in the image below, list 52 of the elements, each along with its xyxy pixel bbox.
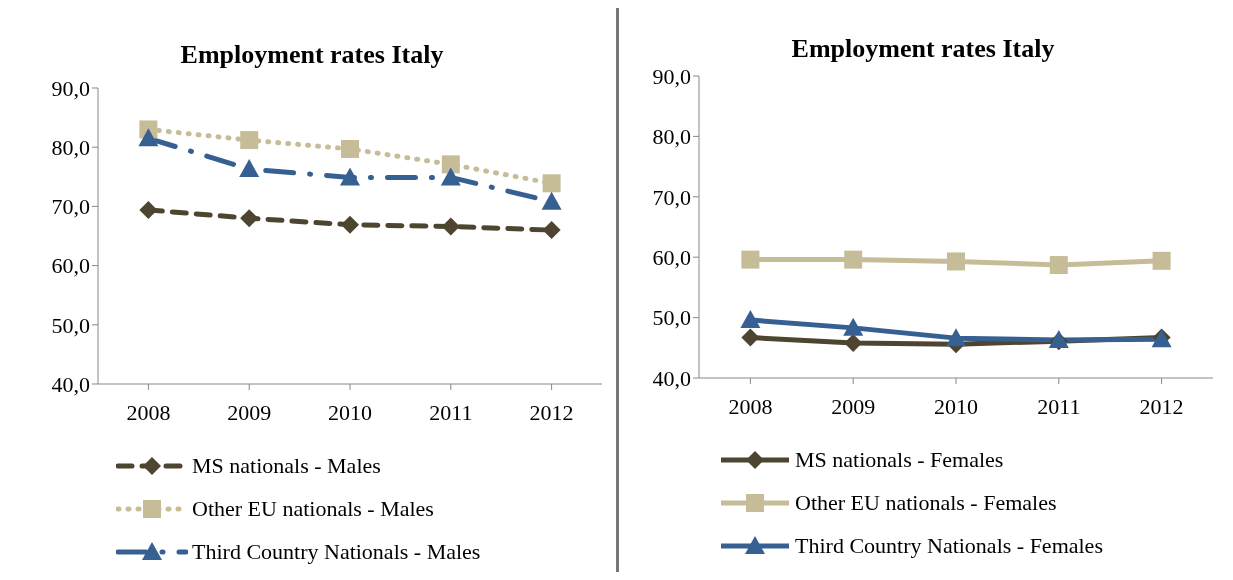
x-tick-label: 2010	[934, 393, 978, 419]
point	[947, 252, 965, 271]
y-tick-label: 70,0	[51, 194, 90, 220]
x-tick-label: 2008	[728, 393, 773, 419]
legend-label: MS nationals - Females	[795, 446, 1004, 473]
point	[542, 174, 561, 193]
y-tick-label: 90,0	[51, 75, 90, 101]
point	[340, 167, 360, 186]
chart-title: Employment rates Italy	[791, 34, 1055, 63]
x-tick-label: 2012	[1139, 393, 1184, 419]
y-tick-label: 90,0	[652, 63, 691, 89]
point	[441, 155, 460, 174]
y-tick-label: 60,0	[51, 253, 90, 279]
point	[138, 128, 159, 147]
point	[542, 221, 561, 240]
y-tick-label: 70,0	[652, 184, 691, 210]
point	[541, 191, 562, 210]
point	[740, 310, 761, 329]
x-tick-label: 2009	[831, 393, 876, 419]
y-tick-label: 80,0	[652, 124, 691, 150]
point	[844, 250, 863, 269]
x-tick-label: 2012	[529, 399, 574, 425]
legend-label: Third Country Nationals - Females	[795, 532, 1103, 559]
point	[341, 215, 359, 234]
chart-title: Employment rates Italy	[179, 39, 445, 71]
x-tick-label: 2009	[227, 399, 272, 425]
point	[741, 250, 760, 269]
x-tick-label: 2011	[429, 399, 473, 425]
point	[240, 209, 259, 228]
point	[946, 328, 966, 347]
point	[240, 131, 259, 150]
y-tick-label: 80,0	[51, 135, 90, 161]
point	[1049, 256, 1068, 275]
point	[843, 317, 864, 336]
point	[1152, 251, 1171, 270]
point	[341, 139, 359, 158]
y-tick-label: 60,0	[652, 245, 691, 271]
x-tick-label: 2011	[1037, 393, 1081, 419]
point	[139, 200, 158, 219]
y-tick-label: 50,0	[51, 312, 90, 338]
y-tick-label: 40,0	[652, 365, 691, 391]
point	[440, 167, 461, 186]
y-tick-label: 40,0	[51, 371, 90, 397]
legend-label: Third Country Nationals - Males	[192, 538, 481, 565]
legend-label: Other EU nationals - Males	[192, 495, 434, 522]
point	[741, 328, 760, 347]
legend-label: Other EU nationals - Females	[795, 489, 1057, 516]
x-tick-label: 2010	[328, 399, 372, 425]
point	[239, 159, 260, 178]
x-tick-label: 2008	[126, 399, 171, 425]
y-tick-label: 50,0	[652, 305, 691, 331]
legend-label: MS nationals - Males	[192, 452, 381, 479]
